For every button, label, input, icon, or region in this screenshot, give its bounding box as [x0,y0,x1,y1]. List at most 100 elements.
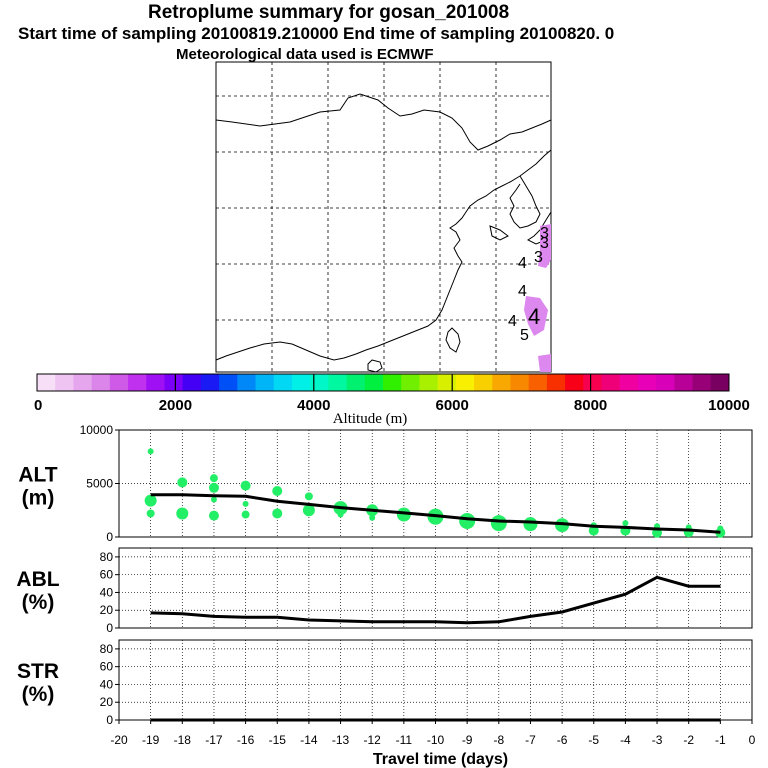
panel-ylabel: STR [17,660,59,683]
colorbar-tick-label: 2000 [159,397,192,414]
scatter-point [242,500,249,507]
plume-segment [524,296,548,336]
colorbar-swatch [328,374,348,391]
x-tick-label: -18 [174,733,192,747]
plume-label: 4 [508,313,517,330]
x-tick-label: -15 [269,733,287,747]
panel-ylabel: (%) [22,683,55,706]
colorbar-swatch [674,374,694,391]
coastline-sea-inlet [489,225,509,241]
y-tick-label: 60 [100,660,114,674]
colorbar-tick-label: 0 [34,397,42,414]
colorbar-swatch [601,374,621,391]
colorbar-swatch [437,374,457,391]
colorbar-swatch [474,374,493,391]
x-axis-label: Travel time (days) [373,751,508,768]
colorbar-swatch [146,374,165,391]
colorbar-swatch [364,374,384,391]
x-tick-label: -20 [110,733,128,747]
colorbar-swatch [692,374,712,391]
y-tick-label: 40 [100,585,114,599]
colorbar-xlabel: Altitude (m) [333,411,408,427]
coastline-korea [509,175,541,229]
scatter-point [208,482,219,493]
scatter-point [176,507,189,520]
x-tick-label: -7 [525,733,536,747]
coastline-taiwan [445,327,461,353]
x-tick-label: -11 [396,733,413,747]
scatter-point [272,508,283,519]
colorbar-swatch [546,374,566,391]
plume-label: 5 [520,327,529,344]
map-frame [215,61,552,373]
scatter-point [147,448,154,455]
scatter-point [210,496,217,503]
panel-ylabel: ALT [18,464,57,487]
scatter-point [555,518,570,533]
plume-segment [538,224,551,268]
colorbar-swatch [583,374,603,391]
x-tick-label: -2 [683,733,694,747]
scatter-point [209,474,218,483]
colorbar-swatch [55,374,74,391]
scatter-point [337,511,344,518]
colorbar-swatch [492,374,511,391]
colorbar-tick-label: 10000 [708,397,750,414]
scatter-point [177,477,188,488]
y-tick-label: 0 [106,530,113,544]
colorbar-swatch [128,374,147,391]
scatter-point [304,492,313,501]
plume-label: 4 [518,255,527,272]
y-tick-label: 20 [100,695,114,709]
plume-label: 4 [528,304,540,329]
scatter-point [369,514,376,521]
colorbar-swatch [73,374,93,391]
colorbar-swatch [164,374,184,391]
altitude-colorbar: 0 2000 4000 6000 8000 10000 [34,373,750,414]
scatter-point [241,510,250,519]
x-tick-label: -12 [364,733,382,747]
colorbar-swatch [310,374,329,391]
scatter-point [588,525,599,536]
x-tick-label: -4 [620,733,631,747]
scatter-point [523,517,538,532]
scatter-point [459,512,476,529]
scatter-point [146,509,155,518]
colorbar-swatch [455,374,475,391]
x-tick-label: -9 [462,733,473,747]
colorbar-swatch [656,374,675,391]
colorbar-swatch [383,374,402,391]
scatter-point [144,494,157,507]
panel-ylabel: (%) [22,591,55,614]
y-tick-label: 80 [100,550,114,564]
plume-label: 3 [540,235,549,252]
colorbar-swatch [109,374,129,391]
colorbar-swatch [528,374,548,391]
x-tick-label: -6 [557,733,568,747]
coastline-mongolia-border [215,93,552,151]
colorbar-swatch [219,374,238,391]
plume-segment [538,354,551,372]
colorbar-swatch [237,374,257,391]
scatter-point [396,507,411,522]
colorbar-swatch [273,374,293,391]
x-tick-label: 0 [749,733,756,747]
colorbar-tick-label: 4000 [297,397,330,414]
x-tick-label: -14 [300,733,318,747]
x-tick-label: -5 [588,733,599,747]
colorbar-swatch [200,374,220,391]
panel-ylabel: ABL [16,568,59,591]
scatter-point [622,520,629,527]
colorbar-swatch [182,374,202,391]
y-tick-label: 60 [100,568,114,582]
map-gridlines [216,62,551,372]
x-tick-label: -17 [205,733,223,747]
x-tick-label: -8 [493,733,504,747]
colorbar-swatch [419,374,439,391]
met-data-line: Meteorological data used is ECMWF [176,46,434,63]
scatter-point [208,510,219,521]
colorbar-swatch [37,374,56,391]
colorbar-swatch [346,374,366,391]
